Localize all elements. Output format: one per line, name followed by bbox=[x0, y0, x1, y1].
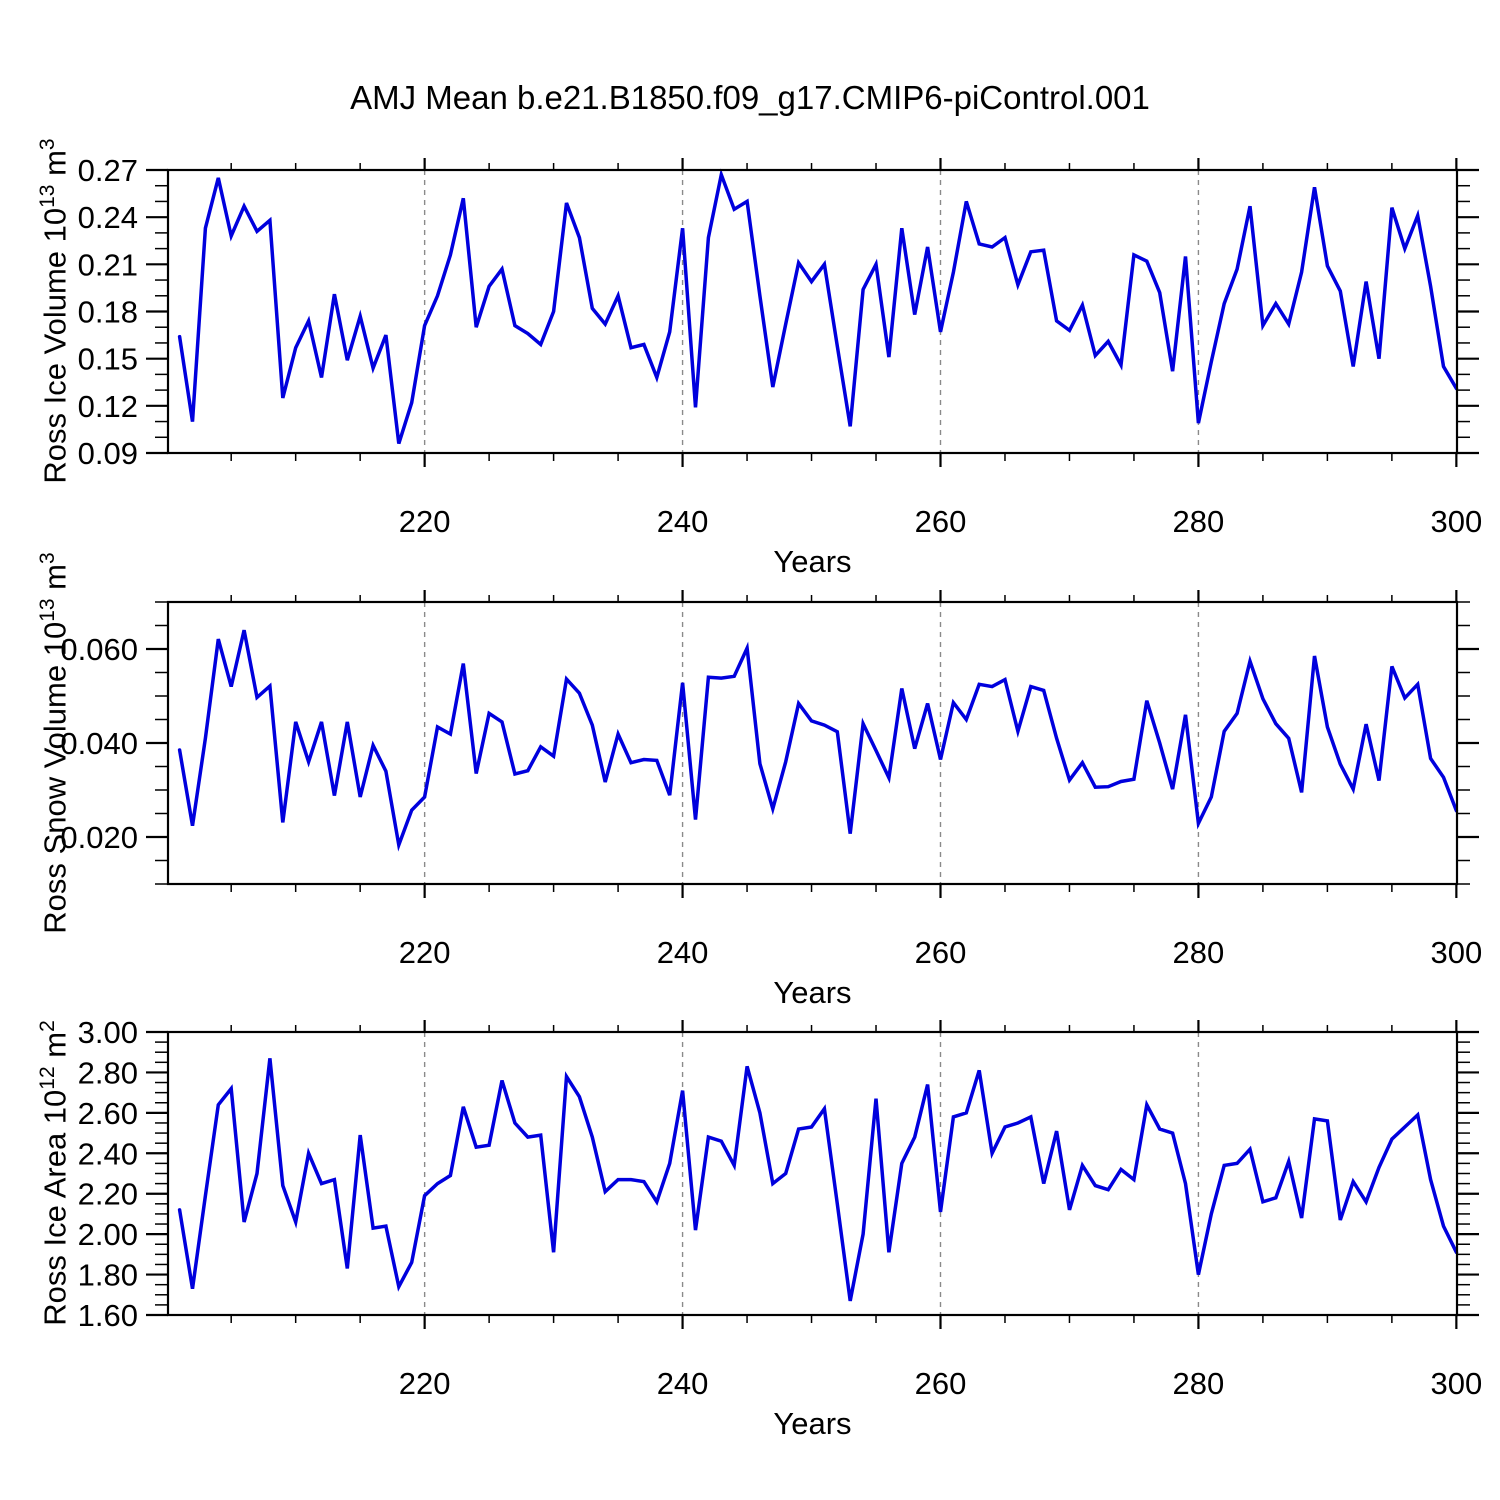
y-tick-label: 0.15 bbox=[78, 342, 138, 377]
x-tick-label: 240 bbox=[657, 935, 709, 970]
y-axis-title-unit: m bbox=[37, 150, 73, 185]
y-tick-label: 2.80 bbox=[78, 1055, 138, 1090]
y-axis-title-unit-exponent: 2 bbox=[36, 1020, 59, 1032]
y-axis-title-unit-exponent: 3 bbox=[36, 138, 59, 151]
x-tick-label: 260 bbox=[915, 504, 967, 539]
y-axis-title-ice-volume: Ross Ice Volume 1013 m3 bbox=[28, 96, 72, 526]
y-tick-label: 0.18 bbox=[78, 295, 138, 330]
y-tick-label: 1.80 bbox=[78, 1258, 138, 1293]
y-tick-label: 2.40 bbox=[78, 1136, 138, 1171]
figure-title: AMJ Mean b.e21.B1850.f09_g17.CMIP6-piCon… bbox=[350, 79, 1150, 116]
x-tick-label: 300 bbox=[1430, 504, 1482, 539]
y-axis-title-unit: m bbox=[37, 1031, 73, 1067]
y-axis-title-text: Ross Ice Volume 10 bbox=[37, 207, 73, 484]
y-tick-label: 3.00 bbox=[78, 1015, 138, 1050]
ross-ice-area-line bbox=[177, 1058, 1459, 1302]
y-axis-title-text: Ross Ice Area 10 bbox=[37, 1089, 73, 1326]
x-tick-label: 280 bbox=[1173, 935, 1225, 970]
x-tick-label: 260 bbox=[915, 935, 967, 970]
plot-frame bbox=[166, 600, 1459, 886]
y-tick-label: 2.60 bbox=[78, 1096, 138, 1131]
x-tick-label: 220 bbox=[399, 935, 451, 970]
ross-snow-volume-line bbox=[177, 629, 1459, 852]
y-tick-label: 2.20 bbox=[78, 1177, 138, 1212]
panel-ross-ice-volume: 220 240 260 280 300 0.09 0.12 0.15 0.18 0.21 0.24 0… bbox=[78, 153, 1483, 539]
y-tick-label: 0.060 bbox=[60, 632, 138, 667]
x-tick-label: 220 bbox=[399, 1366, 451, 1401]
y-tick-label: 0.040 bbox=[60, 726, 138, 761]
x-axis-title-years-3: Years bbox=[773, 1406, 852, 1441]
x-tick-label: 240 bbox=[657, 504, 709, 539]
y-tick-label: 0.27 bbox=[78, 153, 138, 188]
plot-frame bbox=[166, 168, 1459, 455]
y-axis-title-unit: m bbox=[37, 564, 73, 599]
x-tick-label: 300 bbox=[1430, 935, 1482, 970]
y-axis-title-exponent: 13 bbox=[36, 184, 59, 208]
x-axis-title-years-1: Years bbox=[773, 544, 852, 579]
y-axis-title-ice-area: Ross Ice Area 1012 m2 bbox=[28, 958, 72, 1388]
y-tick-label: 0.09 bbox=[78, 436, 138, 471]
y-axis-title-text: Ross Snow Volume 10 bbox=[37, 621, 73, 934]
panel-ross-ice-area: 220 240 260 280 300 1.60 1.80 2.00 2.20 2.40 2.60 2… bbox=[78, 1015, 1483, 1401]
x-tick-label: 260 bbox=[915, 1366, 967, 1401]
y-tick-label: 0.21 bbox=[78, 247, 138, 282]
y-tick-label: 0.020 bbox=[60, 820, 138, 855]
y-tick-label: 0.24 bbox=[78, 200, 138, 235]
x-tick-label: 280 bbox=[1173, 1366, 1225, 1401]
x-axis-title-years-2: Years bbox=[773, 975, 852, 1010]
x-tick-label: 300 bbox=[1430, 1366, 1482, 1401]
y-tick-label: 0.12 bbox=[78, 389, 138, 424]
y-tick-label: 2.00 bbox=[78, 1217, 138, 1252]
y-axis-title-snow-volume: Ross Snow Volume 1013 m3 bbox=[28, 528, 72, 958]
y-axis-title-exponent: 12 bbox=[36, 1066, 59, 1090]
ross-ice-volume-line bbox=[177, 168, 1459, 445]
x-tick-label: 220 bbox=[399, 504, 451, 539]
x-tick-label: 240 bbox=[657, 1366, 709, 1401]
plot-frame bbox=[166, 1030, 1459, 1317]
panel-ross-snow-volume: 220 240 260 280 300 0.020 0.040 0.060 bbox=[60, 590, 1482, 970]
y-axis-title-exponent: 13 bbox=[36, 598, 59, 622]
x-tick-label: 280 bbox=[1173, 504, 1225, 539]
y-tick-label: 1.60 bbox=[78, 1298, 138, 1333]
y-axis-title-unit-exponent: 3 bbox=[36, 552, 59, 564]
